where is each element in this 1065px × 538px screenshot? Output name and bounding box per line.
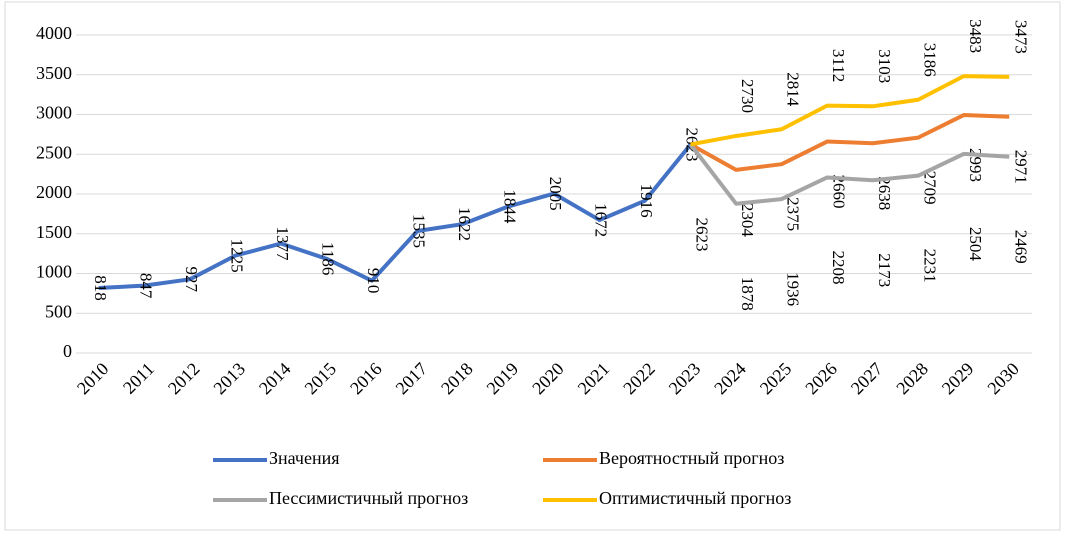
y-tick-label: 1500 — [36, 222, 72, 242]
data-label: 2730 — [738, 79, 757, 113]
data-label: 1916 — [637, 184, 656, 218]
data-label: 2623 — [693, 217, 712, 251]
data-label: 2660 — [829, 175, 848, 209]
data-label: 2375 — [784, 197, 803, 231]
series-line — [98, 143, 693, 290]
data-label: 2173 — [875, 253, 894, 287]
data-label: 2638 — [875, 176, 894, 210]
data-label: 2971 — [1011, 150, 1030, 184]
data-label: 2469 — [1011, 230, 1030, 264]
y-tick-label: 4000 — [36, 23, 72, 43]
legend-label: Оптимистичный прогноз — [599, 488, 791, 508]
data-label: 1377 — [273, 227, 292, 262]
data-label: 1936 — [784, 272, 803, 306]
data-label: 847 — [136, 273, 155, 299]
y-tick-label: 1000 — [36, 262, 72, 282]
series-line — [688, 143, 1010, 206]
legend-label: Значения — [269, 448, 340, 468]
data-label: 3103 — [875, 49, 894, 83]
chart-frame — [4, 1, 1061, 531]
data-label: 2709 — [920, 171, 939, 205]
data-label: 2231 — [920, 249, 939, 283]
data-label: 3112 — [829, 49, 848, 82]
data-label: 2005 — [546, 177, 565, 211]
data-label: 2814 — [784, 72, 803, 107]
y-tick-label: 2500 — [36, 142, 72, 162]
data-label: 2304 — [738, 203, 757, 238]
y-tick-label: 3500 — [36, 63, 72, 83]
y-tick-label: 500 — [45, 301, 72, 321]
data-label: 910 — [364, 268, 383, 294]
data-label: 1878 — [738, 277, 757, 311]
data-label: 1672 — [592, 203, 611, 237]
legend-label: Вероятностный прогноз — [599, 448, 784, 468]
data-label: 1622 — [455, 207, 474, 241]
data-label: 2208 — [829, 250, 848, 284]
data-label: 1225 — [227, 239, 246, 273]
series-line — [690, 74, 1010, 147]
data-label: 3186 — [920, 43, 939, 77]
y-tick-label: 0 — [63, 341, 72, 361]
data-label: 3473 — [1011, 20, 1030, 54]
y-tick-label: 3000 — [36, 103, 72, 123]
data-label: 927 — [182, 267, 201, 293]
data-label: 3483 — [966, 19, 985, 53]
data-label: 2504 — [966, 227, 985, 262]
data-label: 1186 — [318, 242, 337, 275]
data-label: 1535 — [410, 214, 429, 248]
legend-label: Пессимистичный прогноз — [269, 488, 468, 508]
series-line — [689, 113, 1010, 172]
y-tick-label: 2000 — [36, 182, 72, 202]
data-label: 1844 — [501, 189, 520, 224]
data-label: 818 — [91, 275, 110, 301]
